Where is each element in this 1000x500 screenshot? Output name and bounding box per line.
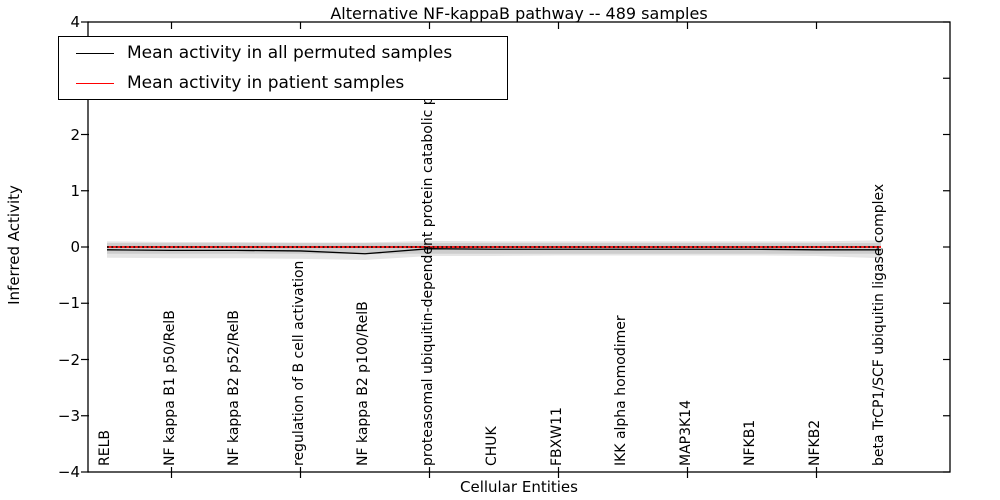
y-tick-label: −3	[57, 406, 80, 425]
x-category-label: CHUK	[484, 426, 500, 466]
y-tick-label: 1	[70, 181, 80, 200]
y-tick-label: 2	[70, 125, 80, 144]
x-category-label: IKK alpha homodimer	[613, 315, 629, 466]
legend-line-sample-black	[76, 52, 114, 54]
x-category-label: beta TrCP1/SCF ubiquitin ligase complex	[871, 183, 887, 466]
x-category-label: MAP3K14	[677, 399, 694, 466]
x-category-label: NF kappa B2 p52/RelB	[226, 310, 242, 466]
legend-label: Mean activity in patient samples	[127, 73, 405, 93]
x-category-label: regulation of B cell activation	[290, 260, 307, 466]
x-axis-label: Cellular Entities	[460, 478, 578, 496]
x-category-label: NFKB2	[806, 419, 823, 466]
x-category-label: RELB	[97, 430, 113, 466]
series-line-0	[106, 248, 881, 255]
y-tick-label: 0	[70, 238, 80, 256]
x-category-label: NF kappa B2 p100/RelB	[355, 301, 371, 466]
y-tick-label: −4	[57, 463, 80, 481]
legend-entry-permuted: Mean activity in all permuted samples	[59, 39, 507, 67]
legend: Mean activity in all permuted samples Me…	[58, 36, 508, 100]
y-tick-label: 4	[70, 13, 80, 31]
x-category-label: proteasomal ubiquitin-dependent protein …	[419, 82, 436, 466]
legend-entry-patient: Mean activity in patient samples	[59, 69, 507, 97]
x-category-label: NF kappa B1 p50/RelB	[161, 310, 178, 466]
chart-title: Alternative NF-kappaB pathway -- 489 sam…	[330, 4, 708, 23]
uncertainty-band-0	[107, 240, 881, 260]
x-category-label: FBXW11	[548, 407, 565, 466]
uncertainty-band-1	[107, 243, 881, 254]
x-category-label: NFKB1	[742, 419, 758, 466]
y-tick-label: −2	[57, 350, 80, 369]
legend-label: Mean activity in all permuted samples	[127, 43, 453, 63]
y-tick-label: −1	[57, 294, 80, 313]
legend-line-sample-red	[76, 82, 114, 84]
